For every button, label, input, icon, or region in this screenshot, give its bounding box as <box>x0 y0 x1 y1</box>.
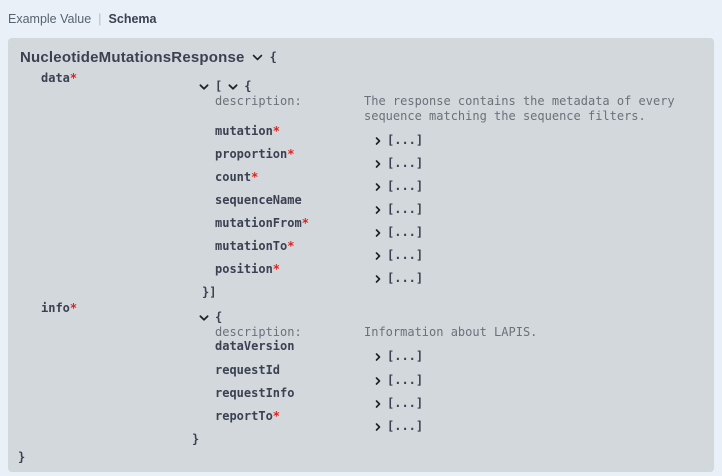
chevron-right-icon <box>375 376 381 385</box>
property-label: sequenceName <box>215 193 302 207</box>
required-star: * <box>69 71 78 85</box>
collapsed-placeholder: [...] <box>387 202 424 216</box>
chevron-right-icon <box>375 159 381 168</box>
collapsed-placeholder: [...] <box>387 133 424 147</box>
required-star: * <box>301 216 309 230</box>
property-name: dataVersion <box>215 339 294 354</box>
required-star: * <box>272 262 281 276</box>
required-star: * <box>287 239 295 253</box>
collapsed-placeholder: [...] <box>387 373 424 387</box>
info-close-brace: } <box>192 432 200 446</box>
tab-example-value[interactable]: Example Value <box>8 11 92 26</box>
property-label: dataVersion <box>215 339 295 353</box>
chevron-right-icon <box>375 228 381 237</box>
chevron-right-icon <box>375 205 381 214</box>
info-open-row: { <box>198 310 222 325</box>
property-label: count <box>215 170 252 184</box>
chevron-down-icon[interactable] <box>227 81 239 93</box>
property-name: proportion* <box>215 147 294 162</box>
model-title: NucleotideMutationsResponse <box>20 49 245 66</box>
object-open-brace: { <box>215 310 223 324</box>
property-label: mutationFrom <box>215 216 302 230</box>
property-toggle[interactable]: [...] <box>373 248 423 263</box>
data-open-row: [ { <box>198 79 251 94</box>
chevron-down-icon[interactable] <box>198 81 210 93</box>
collapsed-placeholder: [...] <box>387 248 424 262</box>
array-open-bracket: [ <box>215 79 223 93</box>
property-toggle[interactable]: [...] <box>373 396 423 411</box>
property-toggle[interactable]: [...] <box>373 225 423 240</box>
model-title-row: NucleotideMutationsResponse { <box>20 49 277 66</box>
property-toggle[interactable]: [...] <box>373 133 423 148</box>
property-toggle[interactable]: [...] <box>373 202 423 217</box>
property-toggle[interactable]: [...] <box>373 373 423 388</box>
property-toggle[interactable]: [...] <box>373 349 423 364</box>
description-text: The response contains the metadata of ev… <box>364 94 675 123</box>
property-label: reportTo <box>215 409 273 423</box>
property-name: requestId <box>215 363 280 378</box>
collapsed-placeholder: [...] <box>387 349 424 363</box>
model-tab-bar: Example Value | Schema <box>0 0 722 30</box>
chevron-right-icon <box>375 422 381 431</box>
property-name: reportTo* <box>215 409 280 424</box>
chevron-right-icon <box>375 251 381 260</box>
property-toggle[interactable]: [...] <box>373 271 423 286</box>
chevron-down-icon[interactable] <box>251 51 264 64</box>
property-label: mutation <box>215 124 273 138</box>
data-close-brackets: }] <box>202 285 217 299</box>
property-label: position <box>215 262 273 276</box>
description-key: description: <box>215 94 302 108</box>
object-open-brace: { <box>244 79 252 93</box>
required-star: * <box>251 170 259 184</box>
collapsed-placeholder: [...] <box>387 225 424 239</box>
chevron-down-icon[interactable] <box>198 312 210 324</box>
chevron-right-icon <box>375 352 381 361</box>
required-star: * <box>272 409 281 423</box>
collapsed-placeholder: [...] <box>387 271 424 285</box>
property-name: requestInfo <box>215 386 294 401</box>
description-text: Information about LAPIS. <box>364 325 538 339</box>
property-toggle[interactable]: [...] <box>373 179 423 194</box>
field-label: info <box>41 301 70 315</box>
collapsed-placeholder: [...] <box>387 396 424 410</box>
description-key: description: <box>215 325 302 339</box>
property-toggle[interactable]: [...] <box>373 419 423 434</box>
property-name: sequenceName <box>215 193 302 208</box>
required-star: * <box>272 124 281 138</box>
field-name-info: info* <box>41 301 77 316</box>
field-label: data <box>41 71 70 85</box>
property-label: mutationTo <box>215 239 288 253</box>
chevron-right-icon <box>375 274 381 283</box>
tab-schema[interactable]: Schema <box>108 11 157 26</box>
property-label: requestInfo <box>215 386 295 400</box>
tab-divider: | <box>98 11 102 26</box>
open-brace: { <box>269 50 277 64</box>
required-star: * <box>69 301 78 315</box>
chevron-right-icon <box>375 136 381 145</box>
property-name: mutation* <box>215 124 280 139</box>
collapsed-placeholder: [...] <box>387 156 424 170</box>
property-toggle[interactable]: [...] <box>373 156 423 171</box>
field-name-data: data* <box>41 71 77 86</box>
property-name: mutationFrom* <box>215 216 309 231</box>
property-name: count* <box>215 170 258 185</box>
property-name: position* <box>215 262 280 277</box>
schema-panel: NucleotideMutationsResponse { data* [ { … <box>8 38 714 472</box>
root-close-brace: } <box>18 450 26 464</box>
property-label: requestId <box>215 363 281 377</box>
collapsed-placeholder: [...] <box>387 419 424 433</box>
property-label: proportion <box>215 147 288 161</box>
chevron-right-icon <box>375 182 381 191</box>
required-star: * <box>287 147 295 161</box>
chevron-right-icon <box>375 399 381 408</box>
collapsed-placeholder: [...] <box>387 179 424 193</box>
property-name: mutationTo* <box>215 239 294 254</box>
